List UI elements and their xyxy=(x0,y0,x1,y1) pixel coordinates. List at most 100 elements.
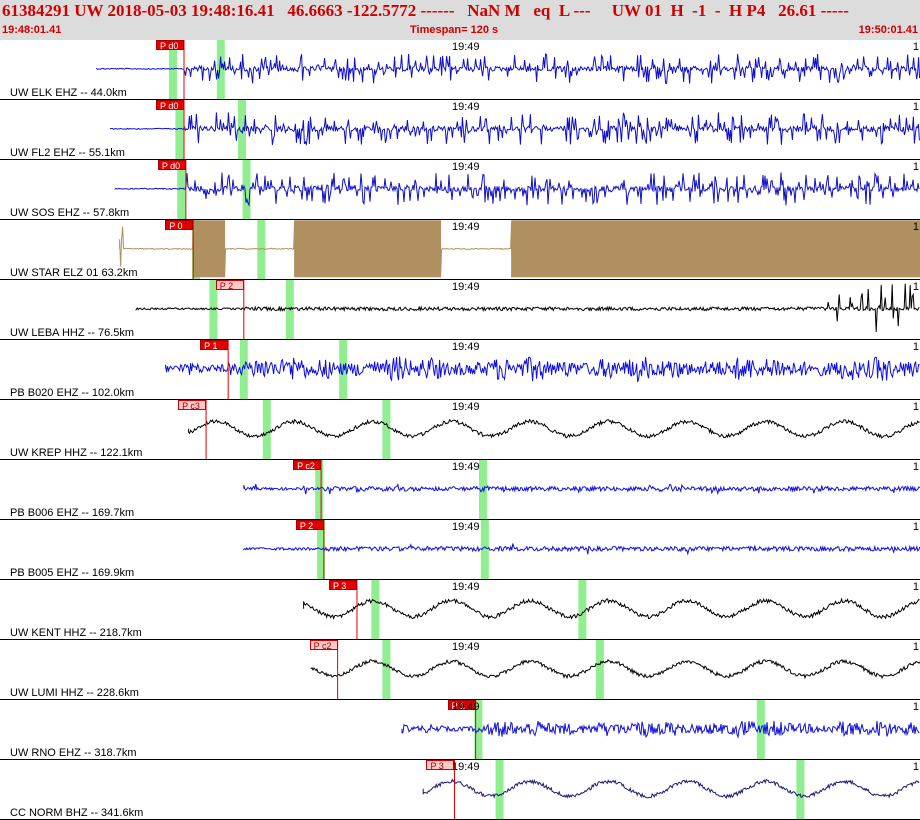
phase-pick-label[interactable]: P c2 xyxy=(293,460,322,471)
phase-pick-label[interactable]: P d0 xyxy=(156,40,184,51)
channel-label: UW RNO EHZ -- 318.7km xyxy=(10,747,137,759)
trace-panel[interactable]: P c2 19:49 1 PB B006 EHZ -- 169.7km xyxy=(0,460,920,520)
waveform-trace xyxy=(188,418,920,439)
minute-tick-label: 19:49 xyxy=(452,41,480,53)
trace-panel[interactable]: P 0 19:49 1 UW STAR ELZ 01 63.2km xyxy=(0,220,920,280)
window-marker xyxy=(168,40,177,99)
window-marker xyxy=(480,520,489,579)
window-marker xyxy=(175,100,184,159)
minute-tick-label: 19:49 xyxy=(452,401,480,413)
channel-label: PB B005 EHZ -- 169.9km xyxy=(10,567,135,579)
waveform-trace xyxy=(243,482,920,496)
window-marker xyxy=(242,160,251,219)
window-marker xyxy=(262,400,271,459)
trace-panel[interactable]: P 1 19:49 1 PB B020 EHZ -- 102.0km xyxy=(0,340,920,400)
trace-panel[interactable]: P 3 19:49 1 CC NORM BHZ -- 341.6km xyxy=(0,760,920,820)
scale-label: 1 xyxy=(912,401,919,413)
minute-tick-label: 19:49 xyxy=(452,761,480,773)
trace-panel[interactable]: P d0 19:49 1 UW FL2 EHZ -- 55.1km xyxy=(0,100,920,160)
scale-label: 1 xyxy=(912,341,919,353)
minute-tick-label: 19:49 xyxy=(452,101,480,113)
end-time-label: 19:50:01.41 xyxy=(858,24,918,36)
minute-tick-label: 19:49 xyxy=(452,581,480,593)
channel-label: UW FL2 EHZ -- 55.1km xyxy=(10,147,125,159)
phase-pick-label[interactable]: P 2 xyxy=(215,280,244,291)
trace-panel[interactable]: P 3 19:49 1 UW KENT HHZ -- 218.7km xyxy=(0,580,920,640)
waveform-plot xyxy=(114,160,920,219)
channel-label: UW STAR ELZ 01 63.2km xyxy=(10,267,138,279)
channel-label: UW KREP HHZ -- 122.1km xyxy=(10,447,143,459)
waveform-plot xyxy=(310,640,920,699)
channel-label: CC NORM BHZ -- 341.6km xyxy=(10,807,144,819)
waveform-trace xyxy=(135,283,920,332)
phase-pick-label[interactable]: P c2 xyxy=(309,640,338,651)
waveform-trace xyxy=(119,220,920,278)
trace-panel[interactable]: P d0 19:49 1 UW ELK EHZ -- 44.0km xyxy=(0,40,920,100)
minute-tick-label: 19:49 xyxy=(452,461,480,473)
trace-panel[interactable]: P 2 19:49 1 UW LEBA HHZ -- 76.5km xyxy=(0,280,920,340)
minute-tick-label: 19:49 xyxy=(452,521,480,533)
phase-pick-label[interactable]: P 0 xyxy=(165,220,194,231)
waveform-plot xyxy=(165,340,920,399)
window-marker xyxy=(495,760,504,819)
scale-label: 1 xyxy=(912,461,919,473)
scale-label: 1 xyxy=(912,701,919,713)
channel-label: UW SOS EHZ -- 57.8km xyxy=(10,207,130,219)
trace-panel[interactable]: P d0 19:49 1 UW SOS EHZ -- 57.8km xyxy=(0,160,920,220)
waveform-trace xyxy=(114,171,920,207)
channel-label: PB B020 EHZ -- 102.0km xyxy=(10,387,135,399)
scale-label: 1 xyxy=(912,521,919,533)
channel-label: PB B006 EHZ -- 169.7km xyxy=(10,507,135,519)
minute-tick-label: 19:49 xyxy=(452,281,480,293)
waveform-trace xyxy=(401,720,920,739)
window-marker xyxy=(371,580,380,639)
waveform-trace xyxy=(96,53,920,85)
event-header: 61384291 UW 2018-05-03 19:48:16.41 46.66… xyxy=(0,0,920,41)
phase-pick-label[interactable]: P d0 xyxy=(157,160,186,171)
waveform-trace xyxy=(310,658,920,680)
phase-pick-label[interactable]: P c3 xyxy=(178,400,207,411)
window-marker xyxy=(382,400,391,459)
minute-tick-label: 19:49 xyxy=(452,341,480,353)
trace-panel[interactable]: P c3 19:49 1 UW KREP HHZ -- 122.1km xyxy=(0,400,920,460)
scale-label: 1 xyxy=(912,161,919,173)
trace-panel[interactable]: P 1 19:49 1 UW RNO EHZ -- 318.7km xyxy=(0,700,920,760)
waveform-trace xyxy=(303,597,920,620)
waveform-plot xyxy=(188,400,920,459)
window-marker xyxy=(216,40,225,99)
waveform-plot xyxy=(96,40,920,99)
minute-tick-label: 19:49 xyxy=(452,641,480,653)
phase-pick-label[interactable]: P 3 xyxy=(426,760,455,771)
phase-pick-label[interactable]: P 3 xyxy=(328,580,357,591)
waveform-trace xyxy=(422,778,920,800)
window-marker xyxy=(578,580,587,639)
event-title: 61384291 UW 2018-05-03 19:48:16.41 46.66… xyxy=(2,1,849,20)
scale-label: 1 xyxy=(912,221,919,233)
window-marker xyxy=(796,760,805,819)
phase-pick-label[interactable]: P 2 xyxy=(295,520,324,531)
waveform-trace xyxy=(165,356,920,383)
waveform-plot xyxy=(303,580,920,639)
window-marker xyxy=(239,340,248,399)
phase-pick-label[interactable]: P 1 xyxy=(447,700,476,711)
waveform-trace xyxy=(243,543,920,556)
phase-pick-label[interactable]: P d0 xyxy=(156,100,184,111)
waveform-plot xyxy=(119,220,920,279)
window-marker xyxy=(237,100,246,159)
channel-label: UW ELK EHZ -- 44.0km xyxy=(10,87,127,99)
waveform-plot xyxy=(135,280,920,339)
waveform-plot xyxy=(243,460,920,519)
seismogram-panel-list: P d0 19:49 1 UW ELK EHZ -- 44.0km P d0 19:49 1… xyxy=(0,40,920,820)
timespan-label: Timespan= 120 s xyxy=(410,24,499,36)
channel-label: UW LUMI HHZ -- 228.6km xyxy=(10,687,139,699)
window-marker xyxy=(257,220,266,279)
scale-label: 1 xyxy=(912,761,919,773)
scale-label: 1 xyxy=(912,101,919,113)
minute-tick-label: 19:49 xyxy=(452,161,480,173)
phase-pick-label[interactable]: P 1 xyxy=(200,340,229,351)
trace-panel[interactable]: P 2 19:49 1 PB B005 EHZ -- 169.9km xyxy=(0,520,920,580)
trace-panel[interactable]: P c2 19:49 1 UW LUMI HHZ -- 228.6km xyxy=(0,640,920,700)
waveform-trace xyxy=(109,112,920,147)
start-time-label: 19:48:01.41 xyxy=(2,24,62,36)
waveform-plot xyxy=(243,520,920,579)
